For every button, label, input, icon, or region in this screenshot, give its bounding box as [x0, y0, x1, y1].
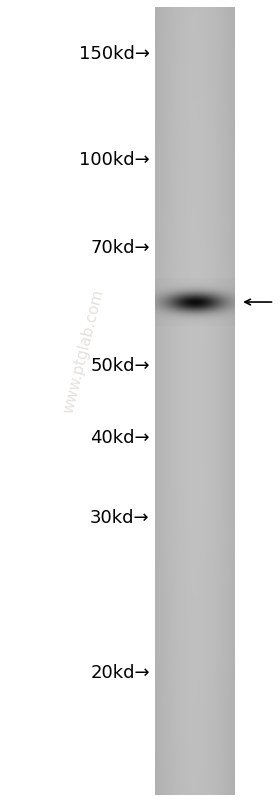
Text: 100kd→: 100kd→	[79, 151, 150, 169]
Text: 50kd→: 50kd→	[90, 357, 150, 375]
Text: www.ptglab.com: www.ptglab.com	[61, 288, 107, 415]
Text: 20kd→: 20kd→	[90, 664, 150, 682]
Text: 30kd→: 30kd→	[90, 509, 150, 527]
Text: 70kd→: 70kd→	[90, 239, 150, 256]
Text: 40kd→: 40kd→	[90, 429, 150, 447]
Text: 150kd→: 150kd→	[79, 46, 150, 63]
